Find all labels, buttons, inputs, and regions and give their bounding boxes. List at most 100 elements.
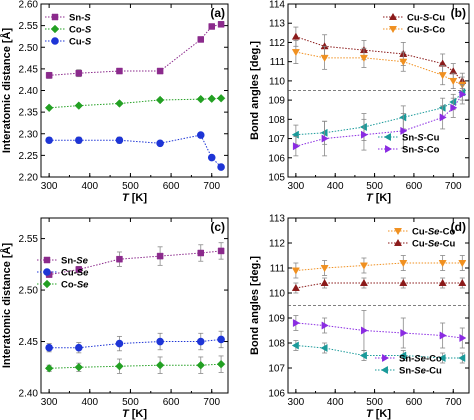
data-point [217,247,225,255]
data-point [458,260,467,268]
x-tick-label: 400 [81,397,98,408]
panel-b: 300 400 500 600 700 105 106 107 108 109 110 111 112 1… [249,0,470,204]
legend-label: Sn-Se [61,256,89,267]
y-tick-label: 111 [270,57,286,68]
x-axis-unit: [K] [129,408,148,420]
x-axis-label: T [K] [122,408,147,420]
y-tick-label: 107 [268,134,285,145]
series-cu-s [45,131,225,171]
data-point [449,77,458,85]
y-tick-label: 2.25 [19,151,39,162]
x-tick-label: 700 [445,181,462,192]
legend-label-part: -Cu [429,13,445,24]
legend-marker [51,37,59,45]
legend-label-part: -S [82,25,92,36]
series-line [49,134,222,168]
legend-item: Sn-S [45,13,91,24]
legend-item: Cu-Se-Cu [388,239,455,250]
data-point [196,94,206,104]
data-point [291,49,300,57]
panel-c: 300 400 500 600 700 2.40 2.45 2.50 2.55 T [K] Inte… [0,217,229,420]
legend-label-part: Cu [412,239,425,250]
y-tick-label: 2.30 [19,129,39,140]
series-co-s [44,94,226,113]
data-point [439,331,447,340]
panel-a: 300 400 500 600 700 2.20 2.25 2.30 2.35 2.40 2.45 2… [0,0,229,204]
legend-item: Cu-Se [37,268,89,279]
y-tick-label: 111 [270,264,286,275]
data-point [196,131,205,139]
data-point [321,134,329,143]
legend-label: Co-S [69,25,92,36]
data-point [116,67,123,75]
y-axis-label: Bond angles [deg.] [249,41,261,140]
data-point [438,260,447,268]
data-point [360,130,369,139]
data-point [156,139,164,148]
legend-label-part: -S [82,37,92,48]
panel-letter: (d) [451,220,466,234]
legend-label-part: -S [420,13,430,24]
x-tick-label: 700 [445,397,462,408]
data-point [359,54,368,62]
data-point [399,351,407,360]
data-point [45,343,53,352]
y-tick-label: 112 [269,239,285,250]
data-point [115,136,124,145]
x-axis-label: T [K] [366,192,391,204]
legend: Sn-SCo-SCu-S [45,13,92,48]
x-tick-label: 500 [122,181,139,192]
legend-label-part: Cu [61,268,74,279]
data-point [115,339,124,348]
legend-label-part: Sn [399,354,411,365]
legend-marker [388,26,398,34]
data-point [321,321,329,330]
data-point [399,58,408,66]
legend-label-part: -Se [425,227,441,238]
x-tick-label: 500 [366,397,383,408]
data-point [320,128,328,137]
data-point [217,335,225,344]
legend-label-part: -Co [426,354,442,365]
x-tick-label: 600 [163,397,180,408]
legend-label: Sn-S-Co [402,145,440,156]
legend-label-part: -Co [424,145,440,156]
data-point [155,95,165,105]
data-point [438,353,446,363]
data-point [115,99,124,108]
x-tick-label: 300 [288,181,305,192]
data-point [438,72,447,80]
series-line [49,338,222,349]
legend-label-part: -Se [411,366,427,377]
x-axis-variable: T [122,408,130,420]
data-point [320,265,329,273]
legend-marker [382,353,390,363]
data-point [156,337,164,346]
data-point [45,72,53,79]
y-axis-label: Bond angles [deg.] [249,256,261,355]
series-co-se [44,355,226,374]
y-tick-label: 114 [269,0,285,11]
x-tick-label: 500 [366,181,383,192]
y-tick-label: 105 [268,173,285,184]
data-point [291,130,299,139]
legend-label-part: -S [420,25,430,36]
data-point [399,278,408,286]
legend-label: Cu-S-Cu [407,13,445,24]
data-point [359,278,368,286]
series-line [295,345,463,359]
series-line [295,36,463,82]
legend-marker [383,132,391,142]
series-cu-se-cu [291,277,467,294]
y-tick-label: 113 [269,214,285,225]
legend-label: Cu-Se-Cu [412,239,455,250]
legend-item: Cu-S [45,37,92,48]
series-sn-s-co [292,84,467,157]
legend-label-part: Cu [412,227,425,238]
data-point [449,98,457,107]
series-cu-s-cu [291,26,467,89]
data-point [320,54,329,62]
legend-label-part: -S [414,145,424,156]
x-tick-label: 300 [41,397,58,408]
